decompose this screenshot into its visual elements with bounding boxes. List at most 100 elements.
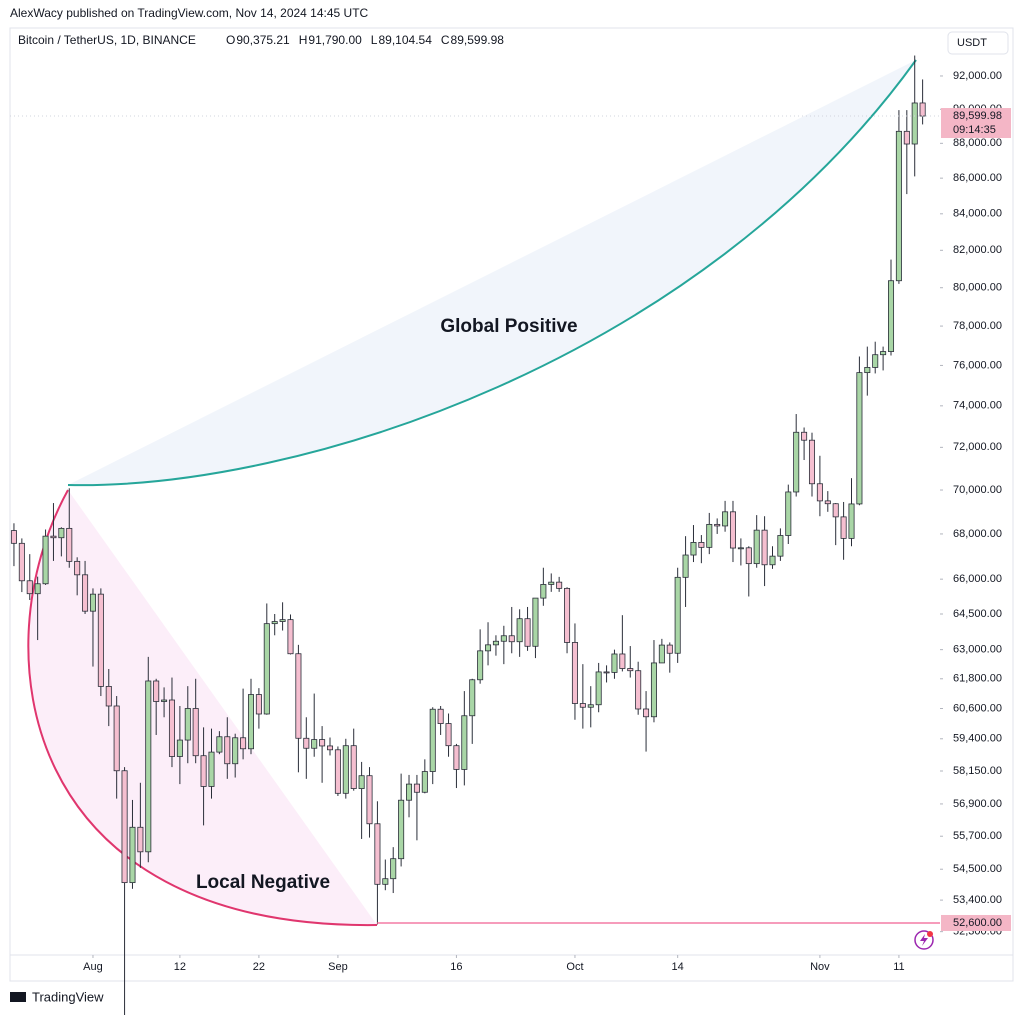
candle-body: [801, 431, 808, 441]
candle-body: [208, 751, 215, 787]
candle-body: [722, 511, 729, 527]
candle-body: [311, 739, 318, 749]
candle-body: [556, 581, 563, 589]
candle-body: [848, 503, 855, 539]
currency[interactable]: USDT: [957, 37, 987, 49]
candle-body: [579, 703, 586, 708]
candle-body: [105, 685, 112, 707]
x-tick-label: 12: [174, 961, 186, 973]
candle-body: [808, 439, 816, 485]
candle-body: [698, 542, 705, 548]
level-label-box: [941, 914, 1011, 931]
alert-bolt: [920, 934, 928, 946]
annotation: Local Negative: [196, 872, 330, 893]
candle-body: [666, 644, 673, 654]
candle-body: [192, 708, 199, 757]
alert-icon[interactable]: [914, 930, 934, 950]
candle-body: [129, 826, 136, 884]
candle-body: [390, 858, 397, 880]
candle-body: [263, 623, 270, 715]
x-tick-label: 22: [253, 961, 265, 973]
candle-body: [753, 529, 760, 565]
candle-body: [571, 642, 578, 704]
candle-body: [42, 535, 49, 585]
x-tick-label: Aug: [83, 961, 103, 973]
y-tick-label: 54,500.00: [953, 863, 1002, 875]
candle-body: [82, 574, 89, 612]
last-price-label: 89,599.98: [953, 110, 1002, 122]
candle-body: [113, 705, 120, 772]
candle-body: [216, 736, 223, 753]
y-tick-label: 56,900.00: [953, 798, 1002, 810]
y-tick-label: 82,000.00: [953, 244, 1002, 256]
y-tick-label: 60,600.00: [953, 702, 1002, 714]
candle-body: [50, 535, 57, 539]
candle-body: [737, 547, 744, 550]
x-tick-label: 11: [893, 961, 904, 973]
candle-body: [255, 694, 262, 715]
alert-dot: [927, 931, 933, 937]
y-tick-label: 59,400.00: [953, 733, 1002, 745]
y-tick-label: 88,000.00: [953, 137, 1002, 149]
candle-body: [398, 799, 405, 860]
candle-body: [485, 644, 492, 652]
candle-body: [524, 618, 531, 647]
local-negative-curve: [27, 489, 378, 927]
brand: TradingView: [32, 989, 104, 1004]
candle-body: [161, 699, 168, 702]
candle-body: [864, 367, 871, 374]
ohlc-value: 90,375.21: [236, 33, 290, 47]
y-tick-label: 58,150.00: [953, 765, 1002, 777]
plot: [10, 55, 926, 1015]
y-tick-label: 68,000.00: [953, 528, 1002, 540]
symbol: Bitcoin / TetherUS, 1D, BINANCE: [18, 33, 196, 47]
candle-body: [745, 547, 752, 565]
candle-body: [500, 635, 507, 642]
ohlc-value: 91,790.00: [308, 33, 362, 47]
candle-body: [880, 351, 887, 356]
level-label: 52,600.00: [953, 917, 1002, 929]
candle-body: [34, 583, 41, 595]
global-positive-area: [68, 60, 916, 486]
candle-body: [66, 527, 73, 562]
ohlc-key: H: [299, 33, 308, 47]
global-positive-curve: [67, 59, 917, 487]
candle-body: [706, 523, 713, 548]
candle-body: [10, 530, 17, 544]
candle-body: [279, 619, 286, 622]
candle-body: [342, 745, 349, 794]
candle-body: [690, 542, 697, 556]
candle-body: [532, 597, 539, 647]
y-tick-label: 76,000.00: [953, 359, 1002, 371]
y-tick-label: 78,000.00: [953, 320, 1002, 332]
x-tick-label: 14: [672, 961, 684, 973]
candle-body: [176, 739, 183, 757]
candle-body: [350, 745, 357, 789]
candle-body: [18, 542, 25, 582]
candle-body: [824, 500, 831, 505]
candle-body: [564, 587, 571, 643]
candle-body: [461, 715, 468, 770]
y-tick-label: 86,000.00: [953, 172, 1002, 184]
candle-body: [437, 708, 444, 724]
candle-body: [903, 130, 910, 145]
last-price-box: [941, 108, 1011, 139]
x-tick-label: Nov: [810, 961, 830, 973]
y-tick-label: 55,700.00: [953, 830, 1002, 842]
candle-body: [145, 680, 152, 853]
candle-body: [650, 662, 657, 718]
candle-body: [816, 483, 823, 502]
candle-body: [89, 593, 96, 612]
candle-body: [453, 745, 460, 770]
candle-body: [508, 635, 515, 643]
y-tick-label: 72,000.00: [953, 441, 1002, 453]
candle-body: [358, 775, 365, 789]
currency-box[interactable]: [947, 31, 1009, 55]
candle-body: [761, 529, 768, 566]
countdown: 09:14:35: [953, 124, 996, 136]
candle-body: [366, 775, 373, 825]
candle-body: [729, 511, 736, 549]
candle-body: [303, 737, 310, 749]
y-tick-label: 70,000.00: [953, 484, 1002, 496]
y-tick-label: 74,000.00: [953, 400, 1002, 412]
